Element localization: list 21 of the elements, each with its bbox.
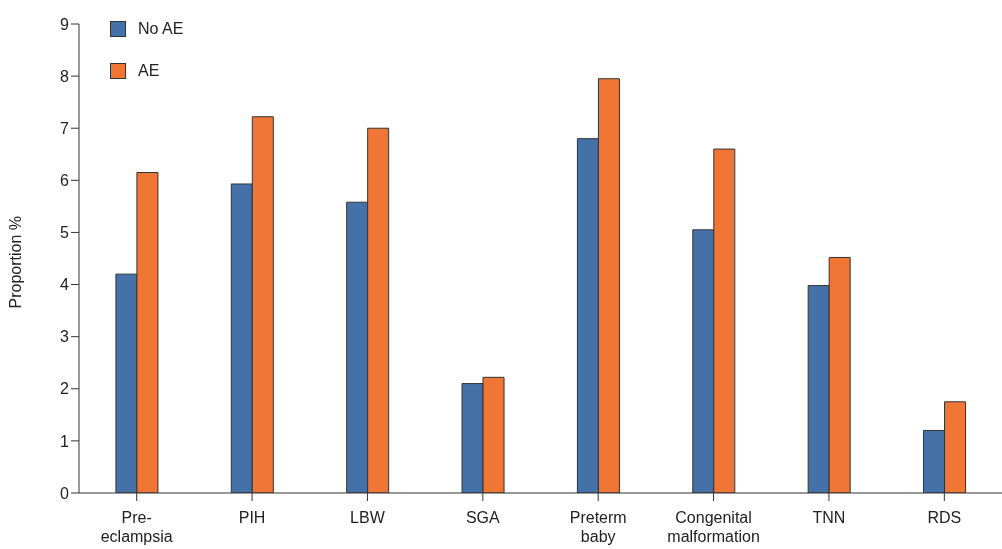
x-tick-label: RDS xyxy=(927,509,962,526)
legend-label: No AE xyxy=(138,20,184,38)
y-tick-label: 1 xyxy=(60,432,70,450)
y-tick-label: 8 xyxy=(60,67,70,85)
x-tick-label: Pre-eclampsia xyxy=(100,509,173,545)
x-tick-label: SGA xyxy=(465,509,501,526)
x-tick-label: Preterm baby xyxy=(569,509,627,545)
y-tick-label: 4 xyxy=(60,276,70,294)
x-tick-label: Congenital malformation xyxy=(667,509,760,545)
x-tick-label: TNN xyxy=(812,509,846,526)
y-tick-label: 3 xyxy=(60,328,70,346)
y-tick-label: 7 xyxy=(60,119,70,137)
y-tick-label: 5 xyxy=(60,224,70,242)
y-axis-title: Proportion % xyxy=(6,216,24,309)
y-tick-label: 9 xyxy=(60,15,70,33)
y-tick-label: 2 xyxy=(60,380,70,398)
x-tick-label: PIH xyxy=(238,509,266,526)
legend-label: AE xyxy=(138,62,160,80)
y-tick-label: 0 xyxy=(60,484,70,502)
y-tick-label: 6 xyxy=(60,172,70,190)
x-tick-label: LBW xyxy=(350,509,386,526)
